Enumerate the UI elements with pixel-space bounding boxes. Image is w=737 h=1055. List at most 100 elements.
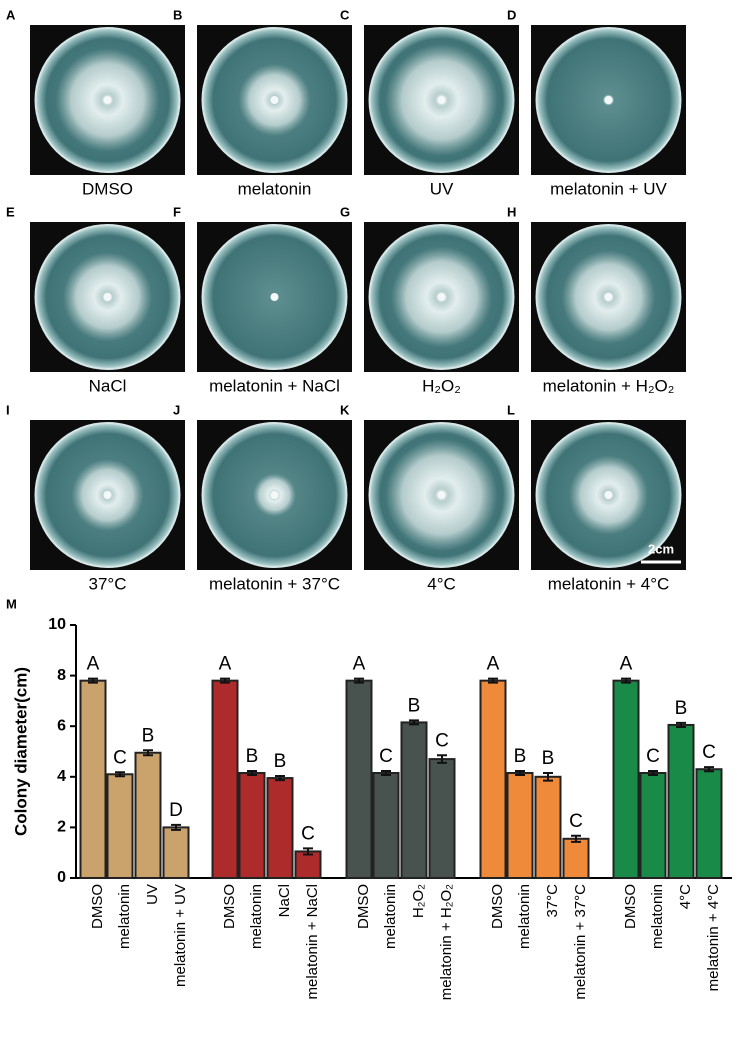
error-bar [247, 769, 257, 777]
inoculum [437, 96, 446, 104]
significance-letter: C [113, 747, 127, 768]
panel-label: NaCl [89, 376, 127, 395]
x-tick-label: melatonin + NaCl [304, 884, 321, 999]
panel-label: melatonin + NaCl [209, 376, 340, 395]
x-tick-label: DMSO [355, 884, 372, 929]
scale-bar-label: 2cm [648, 541, 674, 556]
error-bar [515, 769, 525, 777]
x-tick-label: DMSO [622, 884, 639, 929]
error-bar [354, 677, 364, 684]
significance-letter: A [87, 654, 100, 675]
panel-label: 4°C [427, 574, 456, 593]
bar [400, 721, 428, 880]
error-bar [381, 769, 391, 777]
x-tick-label: melatonin [382, 884, 399, 949]
significance-letter: C [702, 742, 716, 763]
significance-letter: D [169, 800, 183, 821]
x-tick-label: DMSO [489, 884, 506, 929]
bar [667, 723, 695, 879]
significance-letter: B [408, 695, 421, 716]
significance-letter: C [646, 746, 660, 767]
panel-letter: B [173, 7, 182, 22]
bar [162, 826, 190, 880]
bar [345, 679, 373, 879]
panel-letter: H [507, 204, 516, 219]
bar [238, 772, 266, 880]
bar [479, 679, 507, 879]
error-bar [115, 771, 125, 778]
y-tick-label: 6 [57, 717, 66, 734]
error-bar [488, 677, 498, 684]
panel-letter: D [507, 7, 516, 22]
x-tick-label: melatonin [248, 884, 265, 949]
y-tick-label: 2 [57, 819, 66, 836]
x-tick-label: melatonin + UV [172, 884, 189, 987]
panel-letter: M [6, 596, 17, 611]
panel-letter: I [6, 402, 10, 417]
bar [372, 772, 400, 880]
inoculum [604, 293, 613, 301]
panel-letter: A [6, 7, 16, 22]
y-tick-label: 8 [57, 667, 66, 684]
x-tick-label: melatonin + 4°C [705, 884, 722, 991]
error-bar [704, 766, 714, 773]
inoculum [604, 491, 613, 499]
error-bar [648, 769, 658, 777]
significance-letter: C [379, 746, 393, 767]
error-bar [275, 775, 285, 782]
panel-label: melatonin + 37°C [209, 574, 340, 593]
bar [612, 679, 640, 879]
error-bar [409, 719, 419, 726]
bar [639, 772, 667, 880]
x-tick-label: melatonin [116, 884, 133, 949]
x-tick-label: 4°C [677, 884, 694, 909]
error-bar [220, 677, 230, 684]
bar [506, 772, 534, 880]
x-tick-label: DMSO [89, 884, 106, 929]
bar [695, 768, 723, 880]
significance-letter: C [435, 730, 449, 751]
significance-letter: B [274, 751, 287, 772]
x-tick-label: melatonin + H₂O₂ [438, 884, 455, 1000]
inoculum [437, 491, 446, 499]
panel-label: melatonin + H₂O₂ [543, 376, 675, 395]
panel-label: DMSO [82, 179, 133, 198]
bar [428, 758, 456, 880]
error-bar [171, 823, 181, 831]
inoculum [437, 293, 446, 301]
panel-letter: L [507, 402, 515, 417]
error-bar [543, 772, 553, 782]
x-tick-label: H₂O₂ [410, 884, 427, 918]
panel-label: melatonin [238, 179, 312, 198]
y-tick-label: 4 [57, 768, 66, 785]
x-tick-label: 37°C [544, 884, 561, 918]
x-tick-label: melatonin [516, 884, 533, 949]
error-bar [437, 754, 447, 764]
significance-letter: C [301, 823, 315, 844]
bar [134, 751, 162, 880]
error-bar [676, 721, 686, 728]
error-bar [303, 847, 313, 856]
panel-letter: G [340, 204, 350, 219]
y-tick-label: 10 [48, 616, 66, 633]
inoculum [103, 491, 112, 499]
error-bar [621, 677, 631, 684]
panel-label: H₂O₂ [422, 376, 461, 395]
significance-letter: A [353, 654, 366, 675]
panel-label: melatonin + UV [550, 179, 667, 198]
bar [562, 837, 590, 879]
significance-letter: B [514, 746, 527, 767]
inoculum [103, 293, 112, 301]
error-bar [88, 677, 98, 684]
inoculum [270, 96, 279, 104]
inoculum [103, 96, 112, 104]
panel-label: melatonin + 4°C [548, 574, 670, 593]
inoculum [604, 96, 613, 104]
inoculum [270, 491, 279, 499]
inoculum [270, 293, 279, 301]
significance-letter: B [142, 725, 155, 746]
x-tick-label: NaCl [276, 884, 293, 917]
panel-letter: K [340, 402, 350, 417]
x-tick-label: DMSO [221, 884, 238, 929]
